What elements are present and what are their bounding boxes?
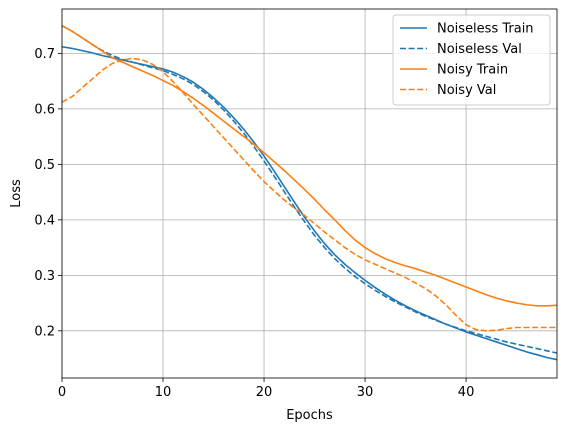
y-axis: 0.2 0.3 0.4 0.5 0.6 0.7 [34,47,62,339]
series-line-noisy-train [61,24,558,307]
y-tick-label: 0.5 [34,158,55,173]
plot-frame [61,8,558,379]
x-tick-label: 40 [458,385,475,400]
y-tick-label: 0.2 [34,324,55,339]
series-lines [61,24,558,361]
y-tick-label: 0.4 [34,213,55,228]
y-tick-label: 0.6 [34,102,55,117]
x-tick-label: 30 [357,385,374,400]
series-line-noisy-val [61,57,557,332]
x-tick-label: 20 [256,385,273,400]
series-line-noiseless-val [61,24,558,354]
y-tick-label: 0.3 [34,269,55,284]
legend-box [392,14,551,106]
x-axis: 0 10 20 30 40 [58,378,474,400]
legend-label: Noisy Train [437,63,508,78]
series-line-noiseless-train [61,45,558,361]
legend-label: Noiseless Train [437,22,534,37]
x-tick-label: 0 [58,385,66,400]
legend-label: Noisy Val [437,83,496,98]
x-axis-label: Epochs [286,408,333,423]
y-axis-label: Loss [9,179,24,208]
x-tick-label: 10 [155,385,172,400]
legend: Noiseless Train Noiseless Val Noisy Train N… [392,14,551,106]
legend-label: Noiseless Val [437,42,522,57]
y-tick-label: 0.7 [34,47,55,62]
